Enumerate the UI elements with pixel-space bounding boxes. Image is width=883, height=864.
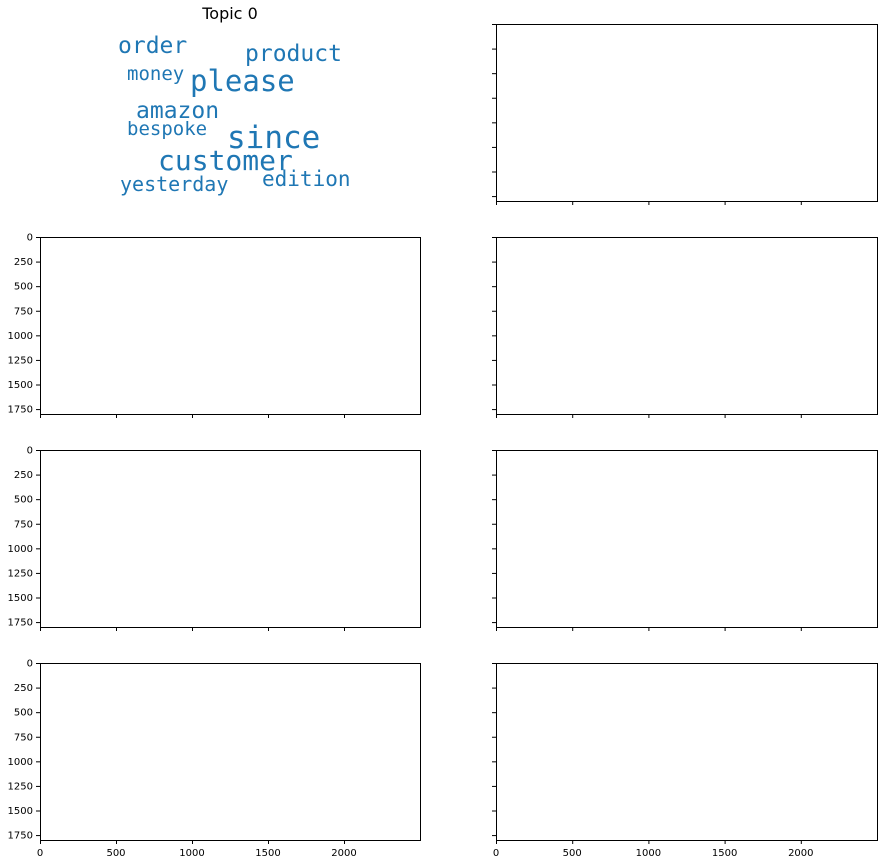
y-tick-label: 250 [14,683,33,694]
x-tick-label: 1500 [712,848,737,859]
cloud-word-yesterday: yesterday [120,172,228,196]
y-tick-label: 500 [14,282,33,293]
y-tick-label: 1250 [8,568,33,579]
axes-frame [496,24,878,202]
cloud-word-since: since [227,120,320,156]
y-tick-label: 1750 [8,831,33,842]
panel-4: 0 250 500 750 1000 1250 1500 1750 [8,446,421,631]
y-tick-label: 250 [14,470,33,481]
y-tick-label: 1750 [8,618,33,629]
panel-1 [492,24,878,205]
cloud-word-edition: edition [262,167,351,191]
y-tick-label: 1250 [8,781,33,792]
panel-0: Topic 0 order product money pleaseamazonbesp… [118,4,351,196]
y-tick-label: 1250 [8,355,33,366]
y-tick-label: 500 [14,495,33,506]
panel-7: 0 500 1000 1500 2000 [492,663,878,859]
x-tick-label: 500 [563,848,582,859]
cloud-word-amazon: amazon [136,98,219,124]
panel-3 [492,237,878,418]
y-tick-label: 1500 [8,593,33,604]
axes-frame [496,663,878,841]
axes-frame [40,237,421,415]
y-tick-label: 750 [14,732,33,743]
cloud-word-product: product [245,41,342,67]
y-tick-label: 1000 [8,331,33,342]
cloud-word-customer: customer [158,144,293,177]
axes-frame [496,237,878,415]
y-tick-label: 750 [14,519,33,530]
x-tick-label: 1000 [636,848,661,859]
cloud-word-bespoke: bespoke [127,118,207,140]
y-tick-label: 500 [14,708,33,719]
x-tick-label: 2000 [788,848,813,859]
panel-5 [492,450,878,631]
y-tick-label: 250 [14,257,33,268]
cloud-word-money: money [127,63,184,85]
axes-frame [40,663,421,841]
y-tick-label: 1000 [8,757,33,768]
y-tick-label: 0 [27,446,33,457]
panel-6: 0 500 1000 1500 2000 0 250 500 750 1000 1250 1500 17… [8,659,421,859]
x-tick-label: 0 [493,848,499,859]
x-tick-label: 500 [106,848,125,859]
cloud-word-please: please [190,64,295,98]
axes-frame [496,450,878,628]
y-tick-label: 750 [14,306,33,317]
y-tick-label: 1000 [8,544,33,555]
y-tick-label: 1750 [8,405,33,416]
y-tick-label: 1500 [8,806,33,817]
y-tick-label: 1500 [8,380,33,391]
y-tick-label: 0 [27,233,33,244]
axes-frame [40,450,421,628]
x-tick-label: 0 [37,848,43,859]
x-tick-label: 1500 [255,848,280,859]
panel-2: 0 250 500 750 1000 1250 1500 1750 [8,233,421,418]
x-tick-label: 2000 [331,848,356,859]
y-tick-label: 0 [27,659,33,670]
panel-title: Topic 0 [201,4,258,23]
cloud-word-order: order [118,33,187,59]
x-tick-label: 1000 [179,848,204,859]
